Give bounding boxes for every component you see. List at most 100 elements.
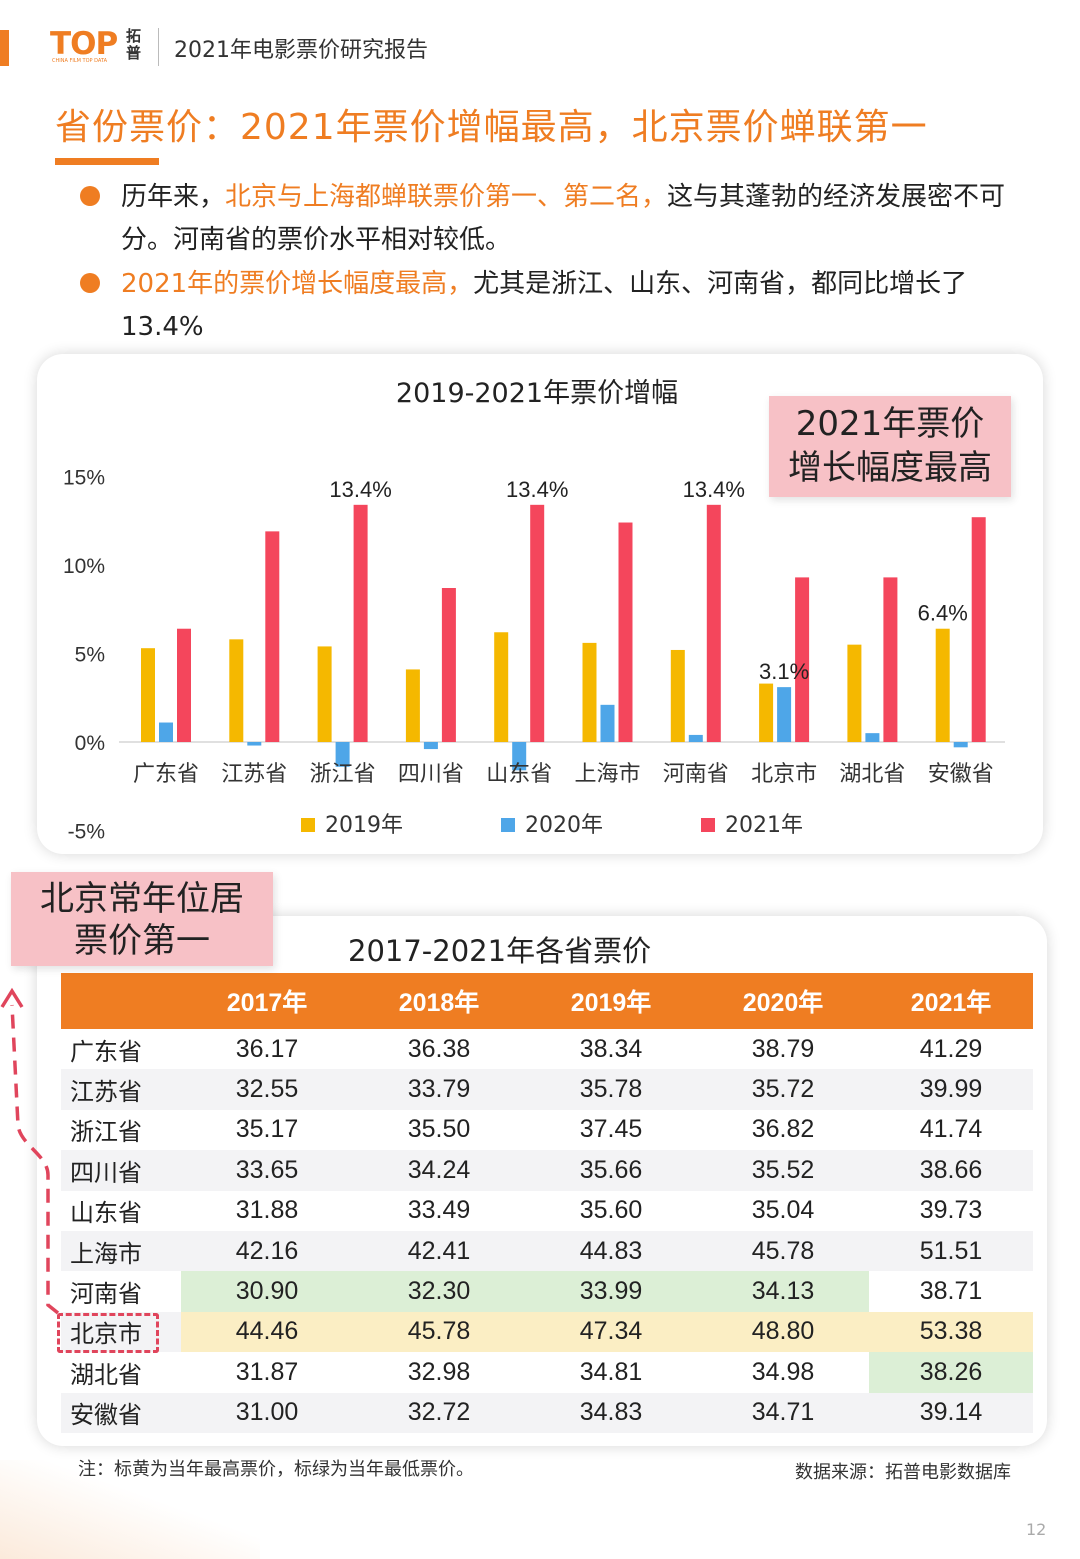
price-cell: 35.50	[407, 1115, 471, 1144]
price-cell: 38.26	[869, 1352, 1033, 1393]
data-label: 6.4%	[918, 601, 968, 626]
bullet-1-pre: 历年来，	[121, 182, 226, 212]
bar-2020年-广东省	[159, 722, 173, 742]
price-cell: 41.29	[919, 1034, 983, 1063]
price-cell: 33.99	[525, 1271, 697, 1312]
header-corner	[61, 973, 181, 1029]
logo: TOP CHINA FILM TOP DATA 拓普	[50, 26, 145, 66]
price-cell: 34.71	[697, 1392, 869, 1433]
table-body: 广东省 36.17 36.38 38.34 38.79 41.29 江苏省 32.55 33.7…	[61, 1029, 1033, 1433]
table-row: 浙江省 35.17 35.50 37.45 36.82 41.74	[61, 1110, 1033, 1150]
legend-swatch	[301, 818, 315, 832]
x-category-label: 江苏省	[221, 762, 287, 787]
y-tick-label: 10%	[63, 555, 105, 578]
bar-2020年-湖北省	[865, 733, 880, 742]
logo-chinese: 拓普	[126, 27, 142, 62]
price-cell: 30.90	[181, 1271, 353, 1312]
price-cell: 33.49	[407, 1196, 471, 1225]
logo-subtext: CHINA FILM TOP DATA	[52, 58, 107, 64]
table-row: 山东省 31.88 33.49 35.60 35.04 39.73	[61, 1191, 1033, 1231]
bar-2019年-北京市	[759, 683, 774, 742]
bar-2019年-江苏省	[229, 639, 244, 742]
price-cell: 41.74	[919, 1115, 983, 1144]
price-cell: 48.80	[697, 1311, 869, 1353]
price-cell: 45.78	[697, 1230, 869, 1272]
x-category-label: 河南省	[663, 762, 729, 787]
province-cell: 湖北省	[70, 1360, 142, 1389]
data-label: 13.4%	[506, 477, 568, 502]
price-cell: 44.83	[525, 1230, 697, 1272]
price-cell: 47.34	[525, 1311, 697, 1353]
legend-label: 2020年	[525, 813, 603, 838]
province-cell: 河南省	[70, 1280, 142, 1309]
table-header-row: 2017年 2018年 2019年 2020年 2021年	[61, 973, 1033, 1029]
bar-2019年-四川省	[405, 669, 420, 742]
bar-2021年-四川省	[441, 588, 456, 742]
x-category-label: 上海市	[574, 762, 640, 787]
price-cell: 36.82	[751, 1115, 815, 1144]
price-cell: 42.41	[353, 1230, 525, 1272]
chart-title: 2019-2021年票价增幅	[396, 378, 678, 409]
price-cell: 34.81	[579, 1357, 643, 1386]
bar-2020年-河南省	[688, 734, 703, 742]
x-category-label: 安徽省	[928, 762, 994, 787]
province-cell: 上海市	[61, 1230, 181, 1272]
province-cell: 北京市	[61, 1311, 181, 1353]
bar-2021年-湖北省	[883, 577, 898, 742]
legend-swatch	[701, 818, 715, 832]
bar-2021年-北京市	[795, 577, 810, 742]
y-tick-label: -5%	[68, 821, 105, 844]
data-label: 13.4%	[329, 477, 391, 502]
price-cell: 35.04	[751, 1196, 815, 1225]
bullet-1-highlight: 北京与上海都蝉联票价第一、第二名，	[225, 182, 668, 212]
province-cell: 江苏省	[61, 1069, 181, 1110]
column-header: 2021年	[869, 973, 1033, 1029]
price-cell: 33.79	[353, 1069, 525, 1110]
bar-2021年-安徽省	[971, 517, 986, 742]
data-source: 数据来源：拓普电影数据库	[795, 1462, 1011, 1483]
price-table: 2017年 2018年 2019年 2020年 2021年 广东省 36.17 36.38 3…	[61, 973, 1033, 1433]
section-marker	[0, 30, 9, 66]
bar-2021年-广东省	[177, 628, 191, 742]
price-cell: 39.14	[869, 1392, 1033, 1433]
data-label: 13.4%	[683, 477, 745, 502]
column-header: 2019年	[525, 973, 697, 1029]
bar-2019年-广东省	[141, 648, 155, 742]
bullet-dot	[80, 273, 100, 293]
beijing-highlight-box	[57, 1313, 159, 1353]
price-cell: 32.98	[407, 1357, 471, 1386]
bar-2021年-浙江省	[353, 504, 368, 742]
price-cell: 34.24	[353, 1150, 525, 1191]
x-category-label: 四川省	[398, 762, 464, 787]
column-header: 2018年	[353, 973, 525, 1029]
bar-2019年-浙江省	[317, 646, 332, 742]
price-cell: 36.17	[235, 1034, 299, 1063]
column-header: 2017年	[181, 973, 353, 1029]
bullet-text-1: 历年来，北京与上海都蝉联票价第一、第二名，这与其蓬勃的经济发展密不可分。河南省的…	[121, 176, 1031, 262]
province-cell: 山东省	[70, 1199, 142, 1228]
bullet-2-highlight: 2021年的票价增长幅度最高，	[121, 269, 474, 299]
legend-label: 2021年	[725, 813, 803, 838]
price-cell: 31.87	[235, 1357, 299, 1386]
title-underline	[55, 158, 159, 165]
province-cell: 四川省	[61, 1150, 181, 1191]
price-cell: 45.78	[353, 1311, 525, 1353]
table-row: 湖北省 31.87 32.98 34.81 34.98 38.26	[61, 1352, 1033, 1393]
price-cell: 32.72	[353, 1392, 525, 1433]
table-row: 北京市 44.46 45.78 47.34 48.80 53.38	[61, 1311, 1033, 1353]
column-header: 2020年	[697, 973, 869, 1029]
price-cell: 38.71	[919, 1277, 983, 1306]
y-tick-label: 15%	[63, 467, 105, 490]
header-divider	[158, 28, 159, 66]
x-category-label: 北京市	[751, 762, 817, 787]
price-cell: 51.51	[869, 1230, 1033, 1272]
price-cell: 44.46	[181, 1311, 353, 1353]
table-row: 江苏省 32.55 33.79 35.78 35.72 39.99	[61, 1069, 1033, 1110]
bar-2019年-上海市	[582, 642, 597, 742]
legend-label: 2019年	[325, 813, 403, 838]
y-tick-label: 0%	[75, 732, 105, 755]
price-cell: 38.79	[751, 1034, 815, 1063]
bar-2020年-浙江省	[335, 742, 350, 767]
province-cell: 广东省	[70, 1037, 142, 1066]
x-category-label: 广东省	[133, 762, 199, 787]
